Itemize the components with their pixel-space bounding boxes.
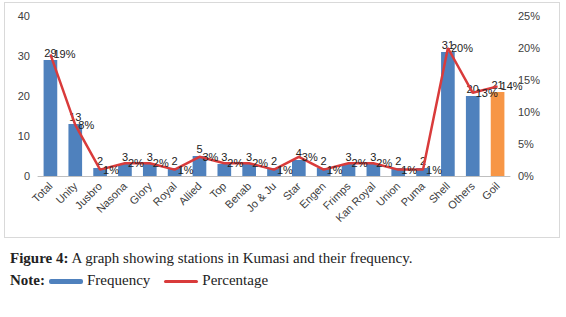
svg-text:Total: Total — [30, 180, 55, 205]
svg-text:5%: 5% — [518, 138, 534, 150]
svg-text:Goil: Goil — [480, 180, 502, 202]
svg-text:3: 3 — [370, 150, 377, 163]
svg-text:25%: 25% — [518, 10, 540, 22]
svg-text:2: 2 — [97, 154, 104, 167]
svg-text:Shell: Shell — [426, 179, 453, 206]
svg-text:30: 30 — [18, 50, 30, 62]
svg-text:1%: 1% — [426, 164, 442, 176]
svg-text:Puma: Puma — [399, 179, 428, 208]
svg-text:2: 2 — [320, 154, 327, 167]
svg-text:20%: 20% — [518, 42, 540, 54]
svg-text:8%: 8% — [78, 119, 94, 131]
svg-text:3: 3 — [221, 150, 228, 163]
svg-text:Kan Royal: Kan Royal — [333, 180, 377, 224]
svg-text:2%: 2% — [128, 157, 144, 169]
svg-text:1%: 1% — [178, 164, 194, 176]
svg-text:Others: Others — [445, 179, 477, 211]
svg-text:2%: 2% — [352, 157, 368, 169]
svg-text:2%: 2% — [153, 157, 169, 169]
html-text:Note:: Note: — [10, 272, 45, 288]
svg-text:0%: 0% — [518, 170, 534, 182]
svg-text:Engen: Engen — [297, 179, 328, 211]
html-text:Frequency: Frequency — [87, 272, 151, 288]
svg-text:3: 3 — [146, 150, 153, 163]
svg-text:Benab: Benab — [222, 179, 254, 211]
svg-text:1%: 1% — [277, 164, 293, 176]
svg-text:15%: 15% — [518, 74, 540, 86]
svg-text:20%: 20% — [451, 42, 473, 54]
svg-text:Frimps: Frimps — [320, 179, 353, 212]
svg-text:Jusbro: Jusbro — [72, 179, 105, 212]
html-text:Figure 4: A graph showing stat: Figure 4: A graph showing stations in Ku… — [10, 250, 413, 266]
svg-text:13: 13 — [69, 110, 82, 123]
svg-text:Union: Union — [374, 180, 403, 209]
svg-text:3: 3 — [246, 150, 253, 163]
svg-text:2%: 2% — [227, 157, 243, 169]
svg-text:1%: 1% — [103, 164, 119, 176]
html-text:Percentage: Percentage — [202, 272, 269, 288]
svg-text:2: 2 — [171, 154, 178, 167]
svg-text:2: 2 — [395, 154, 402, 167]
svg-text:5: 5 — [196, 142, 203, 155]
svg-text:40: 40 — [18, 10, 30, 22]
svg-text:2%: 2% — [252, 157, 268, 169]
svg-text:13%: 13% — [476, 87, 498, 99]
svg-text:2: 2 — [270, 154, 278, 167]
svg-text:Glory: Glory — [127, 179, 154, 206]
svg-text:0: 0 — [24, 170, 30, 182]
svg-text:19%: 19% — [53, 48, 75, 60]
svg-text:14%: 14% — [501, 80, 523, 92]
svg-text:3: 3 — [345, 150, 352, 163]
svg-text:1%: 1% — [401, 164, 417, 176]
svg-text:Allied: Allied — [176, 180, 203, 207]
svg-text:Unity: Unity — [53, 179, 80, 206]
svg-text:3%: 3% — [202, 151, 218, 163]
svg-text:3: 3 — [121, 150, 128, 163]
svg-text:Top: Top — [208, 180, 229, 201]
svg-text:3%: 3% — [302, 151, 318, 163]
svg-text:10%: 10% — [518, 106, 540, 118]
svg-text:1%: 1% — [327, 164, 343, 176]
svg-text:31: 31 — [441, 38, 454, 51]
svg-text:Star: Star — [280, 179, 304, 203]
svg-text:10: 10 — [18, 130, 30, 142]
svg-text:Royal: Royal — [151, 180, 179, 208]
svg-text:Nasona: Nasona — [94, 179, 130, 215]
svg-text:20: 20 — [18, 90, 30, 102]
svg-text:2%: 2% — [376, 157, 392, 169]
svg-text:Jo & Ju: Jo & Ju — [244, 180, 278, 214]
